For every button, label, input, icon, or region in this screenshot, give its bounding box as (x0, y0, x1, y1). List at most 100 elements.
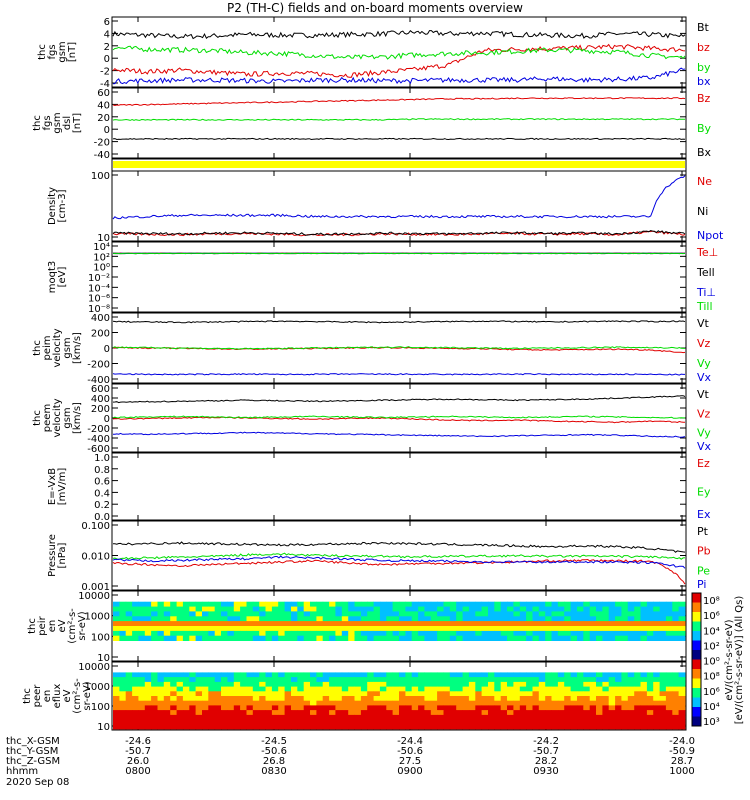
y-tick-label: 4 (104, 29, 110, 40)
heatmap-cell (348, 710, 355, 716)
heatmap-cell (157, 681, 165, 687)
heatmap-cell (570, 686, 578, 692)
heatmap-cell (367, 696, 374, 702)
heatmap-cell (163, 719, 171, 725)
heatmap-cell (449, 672, 457, 678)
heatmap-cell (373, 626, 381, 632)
heatmap-cell (678, 626, 686, 632)
heatmap-cell (500, 700, 508, 706)
heatmap-cell (583, 724, 591, 730)
heatmap-cell (488, 606, 495, 612)
heatmap-cell (405, 710, 413, 716)
heatmap-cell (424, 691, 432, 697)
colorbar-segment (692, 593, 701, 603)
heatmap-cell (348, 611, 355, 617)
y-axis-label: velocity (52, 328, 63, 367)
heatmap-cell (170, 635, 177, 641)
heatmap-cell (430, 611, 438, 617)
y-tick-label: 0.8 (94, 465, 110, 476)
heatmap-cell (189, 719, 197, 725)
heatmap-cell (589, 691, 597, 697)
heatmap-cell (329, 606, 336, 612)
heatmap-cell (513, 686, 521, 692)
heatmap-cell (291, 714, 298, 720)
heatmap-cell (678, 691, 686, 697)
heatmap-cell (113, 681, 120, 687)
heatmap-cell (278, 719, 285, 725)
heatmap-cell (665, 616, 673, 622)
heatmap-cell (310, 691, 317, 697)
heatmap-cell (214, 611, 222, 617)
heatmap-cell (557, 700, 565, 706)
heatmap-cell (615, 686, 622, 692)
heatmap-cell (634, 635, 641, 641)
heatmap-cell (132, 691, 139, 697)
heatmap-cell (405, 630, 413, 637)
series-line-Vt (112, 320, 686, 324)
heatmap-cell (621, 635, 629, 641)
heatmap-cell (659, 630, 667, 637)
heatmap-cell (138, 611, 146, 617)
y-axis-label: peer (32, 684, 43, 708)
heatmap-cell (411, 700, 419, 706)
heatmap-cell (678, 635, 686, 641)
heatmap-cell (144, 724, 152, 730)
heatmap-cell (526, 681, 533, 687)
heatmap-cell (513, 710, 521, 716)
heatmap-cell (481, 672, 489, 678)
heatmap-cell (602, 681, 610, 687)
heatmap-cell (443, 626, 451, 632)
heatmap-cell (125, 672, 133, 678)
heatmap-cell (405, 696, 413, 702)
heatmap-cell (335, 606, 343, 612)
legend-Vz: Vz (697, 407, 711, 420)
heatmap-cell (589, 681, 597, 687)
heatmap-cell (526, 672, 533, 678)
heatmap-cell (672, 724, 680, 730)
heatmap-cell (163, 601, 171, 607)
heatmap-cell (392, 606, 400, 612)
heatmap-cell (221, 635, 228, 641)
heatmap-cell (291, 626, 298, 632)
heatmap-cell (119, 630, 127, 637)
heatmap-cell (602, 691, 610, 697)
heatmap-cell (449, 686, 457, 692)
heatmap-cell (151, 616, 158, 622)
heatmap-cell (119, 601, 127, 607)
heatmap-cell (437, 724, 444, 730)
heatmap-cell (488, 616, 495, 622)
heatmap-cell (202, 691, 209, 697)
heatmap-cell (151, 696, 158, 702)
heatmap-cell (519, 710, 527, 716)
heatmap-cell (132, 724, 139, 730)
heatmap-cell (144, 601, 152, 607)
heatmap-cell (335, 686, 343, 692)
heatmap-cell (195, 630, 203, 637)
heatmap-cell (354, 710, 362, 716)
heatmap-cell (278, 681, 285, 687)
heatmap-cell (214, 626, 222, 632)
heatmap-cell (500, 630, 508, 637)
heatmap-cell (418, 681, 425, 687)
heatmap-cell (640, 719, 648, 725)
heatmap-cell (176, 616, 184, 622)
heatmap-cell (125, 705, 133, 711)
heatmap-cell (360, 672, 368, 678)
heatmap-cell (163, 710, 171, 716)
heatmap-cell (634, 710, 641, 716)
heatmap-cell (182, 672, 190, 678)
heatmap-cell (513, 672, 521, 678)
heatmap-cell (386, 719, 394, 725)
heatmap-cell (240, 724, 247, 730)
heatmap-cell (284, 616, 292, 622)
heatmap-cell (195, 710, 203, 716)
heatmap-cell (360, 630, 368, 637)
heatmap-cell (583, 616, 591, 622)
heatmap-cell (564, 710, 571, 716)
heatmap-cell (252, 681, 260, 687)
heatmap-cell (360, 696, 368, 702)
heatmap-cell (379, 606, 387, 612)
y-axis-label: thc (37, 44, 48, 60)
heatmap-cell (532, 626, 540, 632)
heatmap-cell (284, 686, 292, 692)
